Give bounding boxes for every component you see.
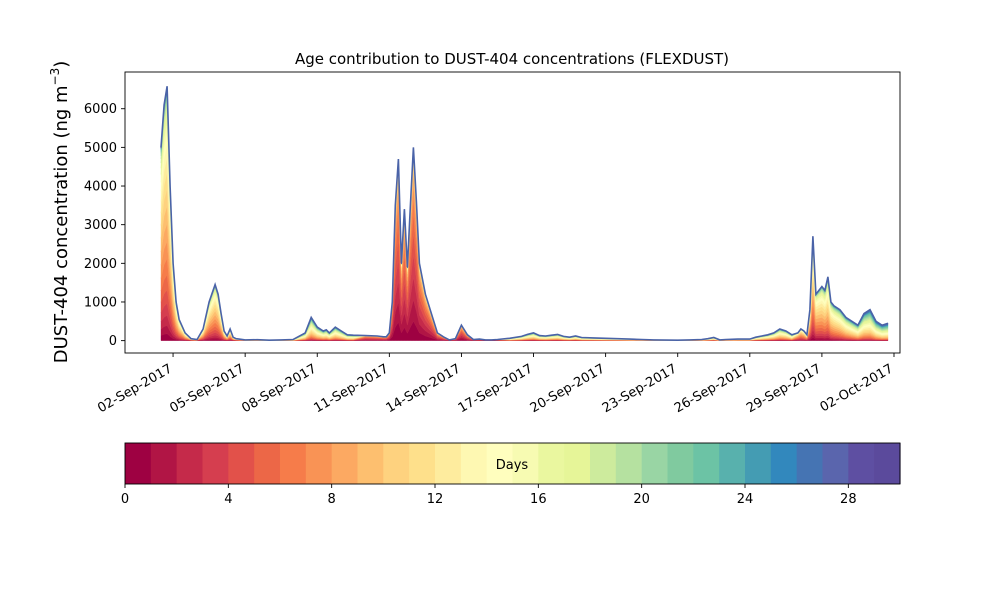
y-axis-label-text: DUST-404 concentration (ng m <box>51 85 72 363</box>
age-band-25 <box>160 87 889 341</box>
colorbar-segment <box>305 443 333 484</box>
colorbar-tick-label: 20 <box>633 492 650 507</box>
colorbar-segment <box>202 443 229 484</box>
y-tick-label: 3000 <box>84 218 117 233</box>
age-band-26 <box>160 87 889 341</box>
colorbar-segment <box>228 443 255 484</box>
age-band-23 <box>160 89 889 341</box>
colorbar-segment <box>254 443 281 484</box>
y-tick-label: 0 <box>109 334 117 349</box>
age-band-14 <box>160 132 889 341</box>
age-band-9 <box>160 165 889 341</box>
x-tick-label: 02-Oct-2017 <box>818 361 896 415</box>
x-axis: 02-Sep-201705-Sep-201708-Sep-201711-Sep-… <box>95 353 896 416</box>
colorbar-segment <box>331 443 359 484</box>
age-band-8 <box>160 173 889 341</box>
colorbar-segment <box>512 443 539 484</box>
colorbar-segment <box>176 443 204 484</box>
colorbar-segment <box>693 443 720 484</box>
age-band-3 <box>160 254 889 341</box>
y-axis-label-superscript: −3 <box>48 68 62 86</box>
x-tick-label: 26-Sep-2017 <box>672 361 752 416</box>
colorbar-segment <box>383 443 410 484</box>
colorbar-segment <box>874 443 901 484</box>
age-band-6 <box>160 197 889 341</box>
colorbar-segment <box>745 443 772 484</box>
age-band-18 <box>160 101 889 341</box>
colorbar-tick-label: 0 <box>121 492 129 507</box>
y-axis: 0 1000 2000 3000 4000 5000 6000 <box>84 102 125 349</box>
colorbar-segment <box>590 443 617 484</box>
chart-title: Age contribution to DUST-404 concentrati… <box>295 50 729 68</box>
age-band-28 <box>160 86 889 341</box>
x-tick-label: 23-Sep-2017 <box>600 361 680 416</box>
age-band-7 <box>160 183 889 341</box>
age-band-4 <box>160 233 889 341</box>
colorbar-frame <box>124 442 901 485</box>
x-tick-label: 11-Sep-2017 <box>312 361 392 416</box>
colorbar: 0 4 8 12 16 20 24 28 <box>121 442 901 507</box>
age-band-10 <box>160 159 889 341</box>
age-band-19 <box>160 97 889 341</box>
colorbar-segment <box>409 443 436 484</box>
y-axis-label-close: ) <box>51 61 72 68</box>
y-axis-label: DUST-404 concentration (ng m−3) <box>48 61 72 364</box>
colorbar-tick-label: 28 <box>840 492 857 507</box>
colorbar-segment <box>796 443 824 484</box>
age-band-22 <box>160 90 889 341</box>
age-band-13 <box>160 143 889 341</box>
colorbar-segment <box>667 443 694 484</box>
colorbar-tick-label: 16 <box>530 492 547 507</box>
age-band-24 <box>160 88 889 341</box>
x-tick-label: 02-Sep-2017 <box>95 361 175 416</box>
x-tick-label: 17-Sep-2017 <box>456 361 536 416</box>
colorbar-tick-label: 8 <box>328 492 336 507</box>
y-tick-label: 4000 <box>84 180 117 195</box>
age-band-12 <box>160 153 889 341</box>
colorbar-segment <box>538 443 565 484</box>
colorbar-segment <box>848 443 875 484</box>
age-band-29 <box>160 86 889 341</box>
colorbar-segment <box>564 443 591 484</box>
total-concentration-line <box>160 86 889 342</box>
age-band-15 <box>160 121 889 341</box>
y-tick-label: 5000 <box>84 141 117 156</box>
colorbar-tick-label: 4 <box>224 492 232 507</box>
age-band-11 <box>160 156 889 341</box>
colorbar-segment <box>357 443 384 484</box>
y-tick-label: 1000 <box>84 295 117 310</box>
age-band-27 <box>160 86 889 341</box>
colorbar-segment <box>435 443 462 484</box>
colorbar-segment <box>460 443 488 484</box>
x-tick-label: 14-Sep-2017 <box>384 361 464 416</box>
x-tick-label: 29-Sep-2017 <box>744 361 824 416</box>
age-band-20 <box>160 94 889 341</box>
x-tick-label: 08-Sep-2017 <box>239 361 319 416</box>
colorbar-segment <box>150 443 178 484</box>
colorbar-segment <box>615 443 643 484</box>
colorbar-tick-label: 24 <box>737 492 754 507</box>
age-band-17 <box>160 106 889 341</box>
x-tick-label: 20-Sep-2017 <box>528 361 608 416</box>
colorbar-segment <box>822 443 849 484</box>
age-band-16 <box>160 113 889 341</box>
colorbar-segment <box>486 443 514 484</box>
y-tick-label: 2000 <box>84 257 117 272</box>
y-tick-label: 6000 <box>84 102 117 117</box>
colorbar-segment <box>770 443 798 484</box>
colorbar-segment <box>719 443 746 484</box>
colorbar-tick-label: 12 <box>427 492 444 507</box>
plot-frame <box>124 71 901 354</box>
age-bands <box>160 86 889 341</box>
age-band-21 <box>160 91 889 341</box>
colorbar-label: Days <box>496 458 529 473</box>
x-tick-label: 05-Sep-2017 <box>167 361 247 416</box>
age-band-5 <box>160 213 889 341</box>
colorbar-segment <box>280 443 307 484</box>
colorbar-segment <box>641 443 669 484</box>
colorbar-segment <box>125 443 152 484</box>
